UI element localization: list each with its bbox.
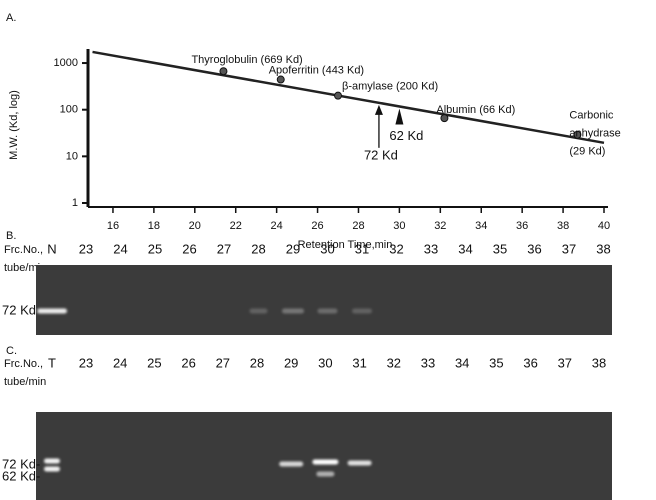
panel-label: A. — [6, 12, 16, 24]
y-axis-label: M.W. (Kd, log) — [8, 90, 20, 160]
lane-label: 37 — [562, 241, 576, 256]
lane-label: 36 — [523, 355, 537, 370]
row-title: Frc.No., — [4, 244, 43, 256]
x-tick-label: 22 — [230, 220, 242, 232]
annotation: 62 Kd — [389, 128, 423, 143]
band — [348, 461, 372, 466]
lane-label: 33 — [424, 241, 438, 256]
lane-label: 37 — [558, 355, 572, 370]
x-tick-label: 18 — [148, 220, 160, 232]
data-point — [335, 92, 342, 99]
point-label: Apoferritin (443 Kd) — [269, 64, 364, 76]
point-label: anhydrase — [569, 128, 620, 140]
band — [282, 309, 304, 314]
band — [316, 472, 334, 477]
lane-label: 28 — [250, 355, 264, 370]
lane-label: 36 — [527, 241, 541, 256]
x-tick-label: 28 — [352, 220, 364, 232]
band — [44, 467, 60, 472]
arrow — [395, 108, 403, 124]
data-point — [277, 76, 284, 83]
band — [44, 459, 60, 464]
x-tick-label: 40 — [598, 220, 610, 232]
x-tick-label: 24 — [271, 220, 283, 232]
x-tick-label: 26 — [311, 220, 323, 232]
lane-label: N — [47, 241, 56, 256]
band — [279, 462, 303, 467]
x-tick-label: 34 — [475, 220, 487, 232]
lane-label: 24 — [113, 355, 127, 370]
lane-label: 26 — [181, 355, 195, 370]
lane-label: 31 — [355, 241, 369, 256]
lane-label: 30 — [320, 241, 334, 256]
point-label: β-amylase (200 Kd) — [342, 81, 438, 93]
x-tick-label: 36 — [516, 220, 528, 232]
point-label: Albumin (66 Kd) — [436, 104, 515, 116]
row-title: tube/min — [4, 376, 46, 388]
x-axis-label: Retention Time,min — [298, 239, 393, 251]
lane-label: 34 — [455, 355, 469, 370]
row-title: Frc.No., — [4, 358, 43, 370]
lane-label: T — [48, 355, 56, 370]
band — [312, 460, 338, 465]
lane-label: 23 — [79, 355, 93, 370]
lane-label: 24 — [113, 241, 127, 256]
x-tick-label: 20 — [189, 220, 201, 232]
x-tick-label: 32 — [434, 220, 446, 232]
y-tick-label: 100 — [60, 104, 78, 116]
band — [37, 309, 67, 314]
gel-image — [36, 412, 612, 500]
lane-label: 29 — [286, 241, 300, 256]
lane-label: 32 — [389, 241, 403, 256]
marker-label: 62 Kd- — [2, 468, 40, 483]
x-tick-label: 38 — [557, 220, 569, 232]
lane-label: 27 — [217, 241, 231, 256]
x-tick-label: 30 — [393, 220, 405, 232]
x-tick-label: 16 — [107, 220, 119, 232]
y-tick-label: 1 — [72, 197, 78, 209]
band — [250, 309, 268, 314]
lane-label: 25 — [147, 355, 161, 370]
lane-label: 28 — [251, 241, 265, 256]
point-label: (29 Kd) — [569, 146, 605, 158]
panel-label: B. — [6, 230, 16, 242]
lane-label: 38 — [596, 241, 610, 256]
annotation: 72 Kd — [364, 147, 398, 162]
lane-label: 30 — [318, 355, 332, 370]
gel-image — [36, 265, 612, 335]
lane-label: 35 — [489, 355, 503, 370]
point-label: Carbonic — [569, 110, 614, 122]
band — [352, 309, 372, 314]
arrow-head — [375, 105, 383, 115]
figure: A. Retention Time,min M.W. (Kd, log) 1 10… — [0, 0, 656, 500]
panel-label: C. — [6, 345, 17, 357]
lane-label: 23 — [79, 241, 93, 256]
data-point — [220, 68, 227, 75]
y-tick-label: 10 — [66, 150, 78, 162]
marker-label: 72 Kd- — [2, 302, 40, 317]
lane-label: 33 — [421, 355, 435, 370]
lane-label: 26 — [182, 241, 196, 256]
lane-label: 34 — [458, 241, 472, 256]
lane-label: 29 — [284, 355, 298, 370]
lane-label: 35 — [493, 241, 507, 256]
lane-label: 27 — [216, 355, 230, 370]
lane-label: 38 — [592, 355, 606, 370]
band — [318, 309, 338, 314]
lane-label: 31 — [352, 355, 366, 370]
lane-label: 25 — [148, 241, 162, 256]
y-tick-label: 1000 — [54, 57, 78, 69]
lane-label: 32 — [387, 355, 401, 370]
